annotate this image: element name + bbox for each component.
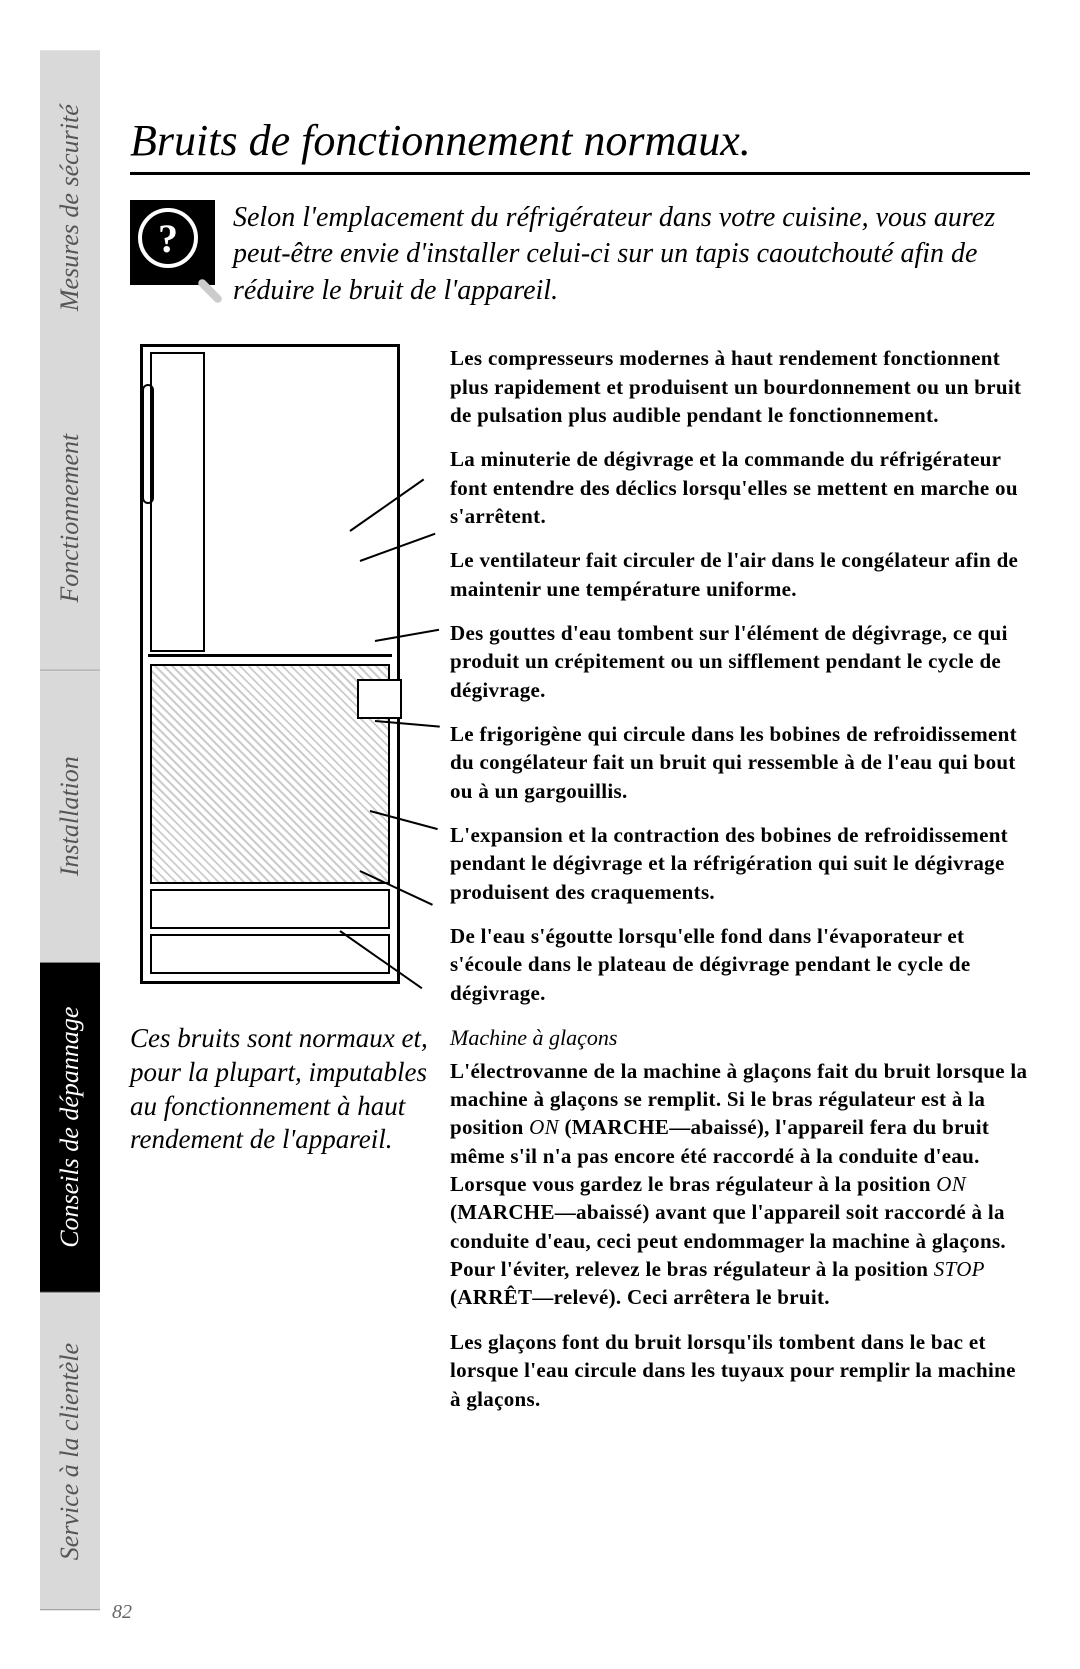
sidebar-tabs: Mesures de sécuritéFonctionnementInstall… — [40, 50, 100, 1610]
fridge-base-panel — [150, 889, 390, 929]
page-title: Bruits de fonctionnement normaux. — [130, 115, 1030, 175]
sidebar-tab[interactable]: Conseils de dépannage — [40, 963, 100, 1293]
sidebar-tab[interactable]: Service à la clientèle — [40, 1293, 100, 1610]
intro-text: Selon l'emplacement du réfrigérateur dan… — [233, 200, 1030, 309]
intro-row: ? Selon l'emplacement du réfrigérateur d… — [130, 200, 1030, 309]
noise-description: L'expansion et la contraction des bobine… — [450, 821, 1030, 906]
sidebar-tab[interactable]: Mesures de sécurité — [40, 50, 100, 366]
fridge-divider — [148, 654, 392, 657]
noise-description: Des gouttes d'eau tombent sur l'élément … — [450, 619, 1030, 704]
noise-description: De l'eau s'égoutte lorsqu'elle fond dans… — [450, 922, 1030, 1007]
question-magnifier-icon: ? — [130, 200, 215, 285]
ice-maker-paragraph: Les glaçons font du bruit lorsqu'ils tom… — [450, 1328, 1030, 1413]
page-content: Bruits de fonctionnement normaux. ? Selo… — [130, 115, 1030, 1429]
noise-description: Le frigorigène qui circule dans les bobi… — [450, 720, 1030, 805]
question-mark: ? — [138, 208, 198, 268]
magnifier-handle — [197, 278, 224, 305]
noise-description: Le ventilateur fait circuler de l'air da… — [450, 546, 1030, 603]
ice-maker-heading: Machine à glaçons — [450, 1023, 1030, 1053]
noise-description: Les compresseurs modernes à haut rendeme… — [450, 344, 1030, 429]
fridge-door — [150, 352, 205, 652]
main-columns: Ces bruits sont normaux et, pour la plup… — [130, 344, 1030, 1429]
freezer-compartment — [150, 664, 390, 884]
sidebar-tab[interactable]: Installation — [40, 671, 100, 963]
page-number: 82 — [112, 1601, 132, 1624]
noise-description: La minuterie de dégivrage et la commande… — [450, 445, 1030, 530]
fridge-diagram — [140, 344, 420, 1004]
right-column: Les compresseurs modernes à haut rendeme… — [450, 344, 1030, 1429]
diagram-caption: Ces bruits sont normaux et, pour la plup… — [130, 1022, 430, 1157]
sidebar-tab[interactable]: Fonctionnement — [40, 366, 100, 671]
freezer-module — [357, 679, 402, 719]
ice-maker-paragraph: L'électrovanne de la machine à glaçons f… — [450, 1057, 1030, 1312]
fridge-handle — [142, 384, 154, 504]
